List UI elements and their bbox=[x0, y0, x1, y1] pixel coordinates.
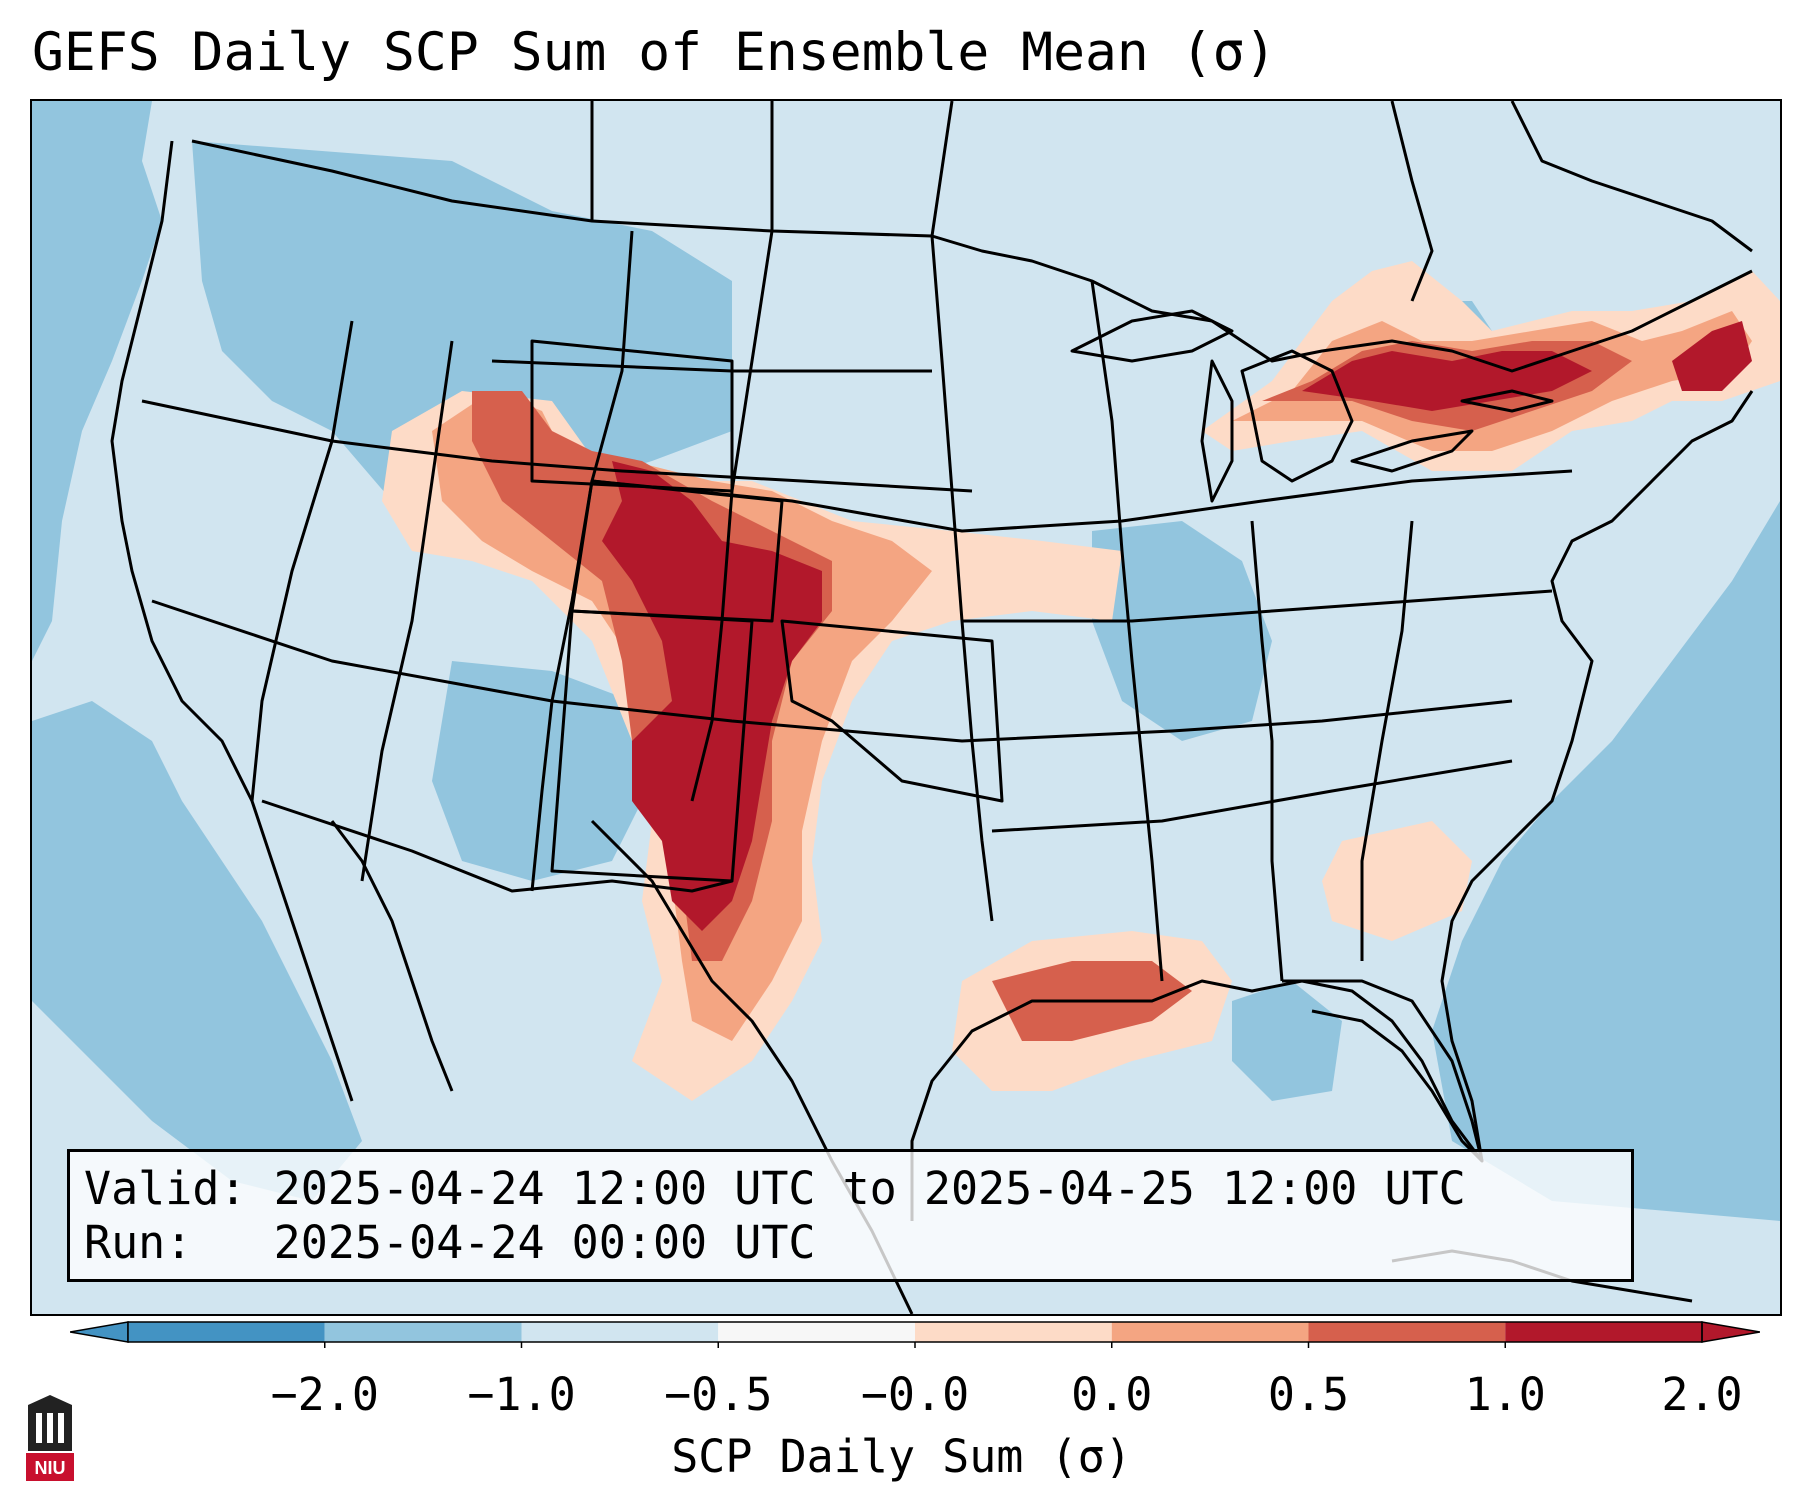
oklahoma-outline bbox=[780, 619, 1004, 803]
state-line-v1 bbox=[250, 320, 354, 802]
four-corners-box bbox=[530, 339, 734, 493]
atlantic-blue-region bbox=[1432, 501, 1780, 1221]
state-line-h4 bbox=[991, 759, 1513, 833]
state-line-v2 bbox=[360, 340, 454, 882]
pacific-blue-region-2 bbox=[32, 701, 362, 1201]
state-line-v4 bbox=[690, 230, 774, 802]
midwest-blue-region bbox=[1092, 521, 1272, 741]
colorbar bbox=[70, 1321, 1760, 1348]
run-line: Run: 2025-04-24 00:00 UTC bbox=[84, 1216, 1631, 1270]
lake-superior-outline bbox=[1070, 309, 1234, 363]
colorbar-bin bbox=[521, 1322, 719, 1342]
scp-map bbox=[32, 101, 1780, 1314]
map-panel bbox=[30, 99, 1782, 1316]
lake-michigan-outline bbox=[1200, 359, 1234, 503]
colorbar-bin bbox=[915, 1322, 1112, 1342]
valid-label: Valid: bbox=[84, 1162, 247, 1215]
colorbar-bin bbox=[324, 1322, 522, 1342]
colorbar-tick-label: 0.0 bbox=[1071, 1368, 1153, 1421]
colorbar-extend-high bbox=[1701, 1321, 1760, 1343]
niu-logo-icon: NIU bbox=[26, 1395, 74, 1481]
validity-info-box: Valid: 2025-04-24 12:00 UTC to 2025-04-2… bbox=[67, 1149, 1634, 1282]
state-line-south bbox=[261, 799, 733, 893]
run-label: Run: bbox=[84, 1216, 193, 1269]
canada-line-4 bbox=[1510, 101, 1753, 253]
lake-ontario-outline bbox=[1460, 389, 1554, 413]
state-line-v6 bbox=[1090, 280, 1164, 982]
colorbar-tick-label: 0.5 bbox=[1267, 1368, 1350, 1421]
colorado-box bbox=[570, 479, 784, 623]
new-mexico-box bbox=[550, 609, 754, 883]
colorbar-bin bbox=[718, 1322, 915, 1342]
quebec-line bbox=[1390, 101, 1434, 302]
state-line-west-2 bbox=[151, 599, 1513, 743]
plains-pos-max-region bbox=[602, 461, 822, 931]
map-boundaries bbox=[110, 101, 1754, 1314]
state-line-v8 bbox=[1360, 520, 1414, 961]
michigan-lower-peninsula bbox=[1240, 349, 1354, 483]
colorbar-bin bbox=[128, 1322, 325, 1342]
colorbar-tick-label: 2.0 bbox=[1661, 1368, 1743, 1421]
state-line-v7 bbox=[1250, 520, 1284, 982]
colorbar-tick-label: 1.0 bbox=[1464, 1368, 1546, 1421]
lake-erie-outline bbox=[1350, 429, 1474, 473]
southeast-pos-light bbox=[1322, 821, 1472, 941]
state-line-h2 bbox=[591, 469, 1573, 533]
run-value: 2025-04-24 00:00 UTC bbox=[273, 1216, 816, 1269]
colorbar-bin bbox=[1505, 1322, 1702, 1342]
map-title: GEFS Daily SCP Sum of Ensemble Mean (σ) bbox=[32, 22, 1277, 83]
logo-text: NIU bbox=[35, 1458, 66, 1478]
colorbar-tick-label: −1.0 bbox=[467, 1368, 576, 1421]
colorbar-bin bbox=[1111, 1322, 1309, 1342]
state-line-h3 bbox=[962, 589, 1553, 623]
greatlakes-pos-max bbox=[1302, 351, 1592, 411]
canada-line-3 bbox=[930, 101, 954, 237]
us-canada-border bbox=[191, 139, 1753, 373]
colorbar-bin bbox=[1308, 1322, 1506, 1342]
pacific-blue-region bbox=[32, 101, 162, 661]
state-line-v3 bbox=[530, 230, 634, 892]
northwest-blue-region bbox=[192, 141, 732, 521]
colorbar-tick-label: −0.0 bbox=[860, 1368, 970, 1421]
baja-coastline bbox=[330, 820, 454, 1092]
colorbar-extend-low bbox=[70, 1321, 129, 1343]
colorbar-label: SCP Daily Sum (σ) bbox=[671, 1430, 1132, 1483]
newengland-pos-max bbox=[1672, 321, 1752, 391]
atlantic-coastline bbox=[1440, 390, 1754, 1162]
colorbar-tick-label: −2.0 bbox=[270, 1368, 379, 1421]
pacific-coastline bbox=[110, 140, 354, 1102]
texas-coastline bbox=[910, 979, 1484, 1221]
colorbar-tick-label: −0.5 bbox=[664, 1368, 773, 1421]
valid-line: Valid: 2025-04-24 12:00 UTC to 2025-04-2… bbox=[84, 1162, 1631, 1216]
valid-value: 2025-04-24 12:00 UTC to 2025-04-25 12:00… bbox=[273, 1162, 1466, 1215]
